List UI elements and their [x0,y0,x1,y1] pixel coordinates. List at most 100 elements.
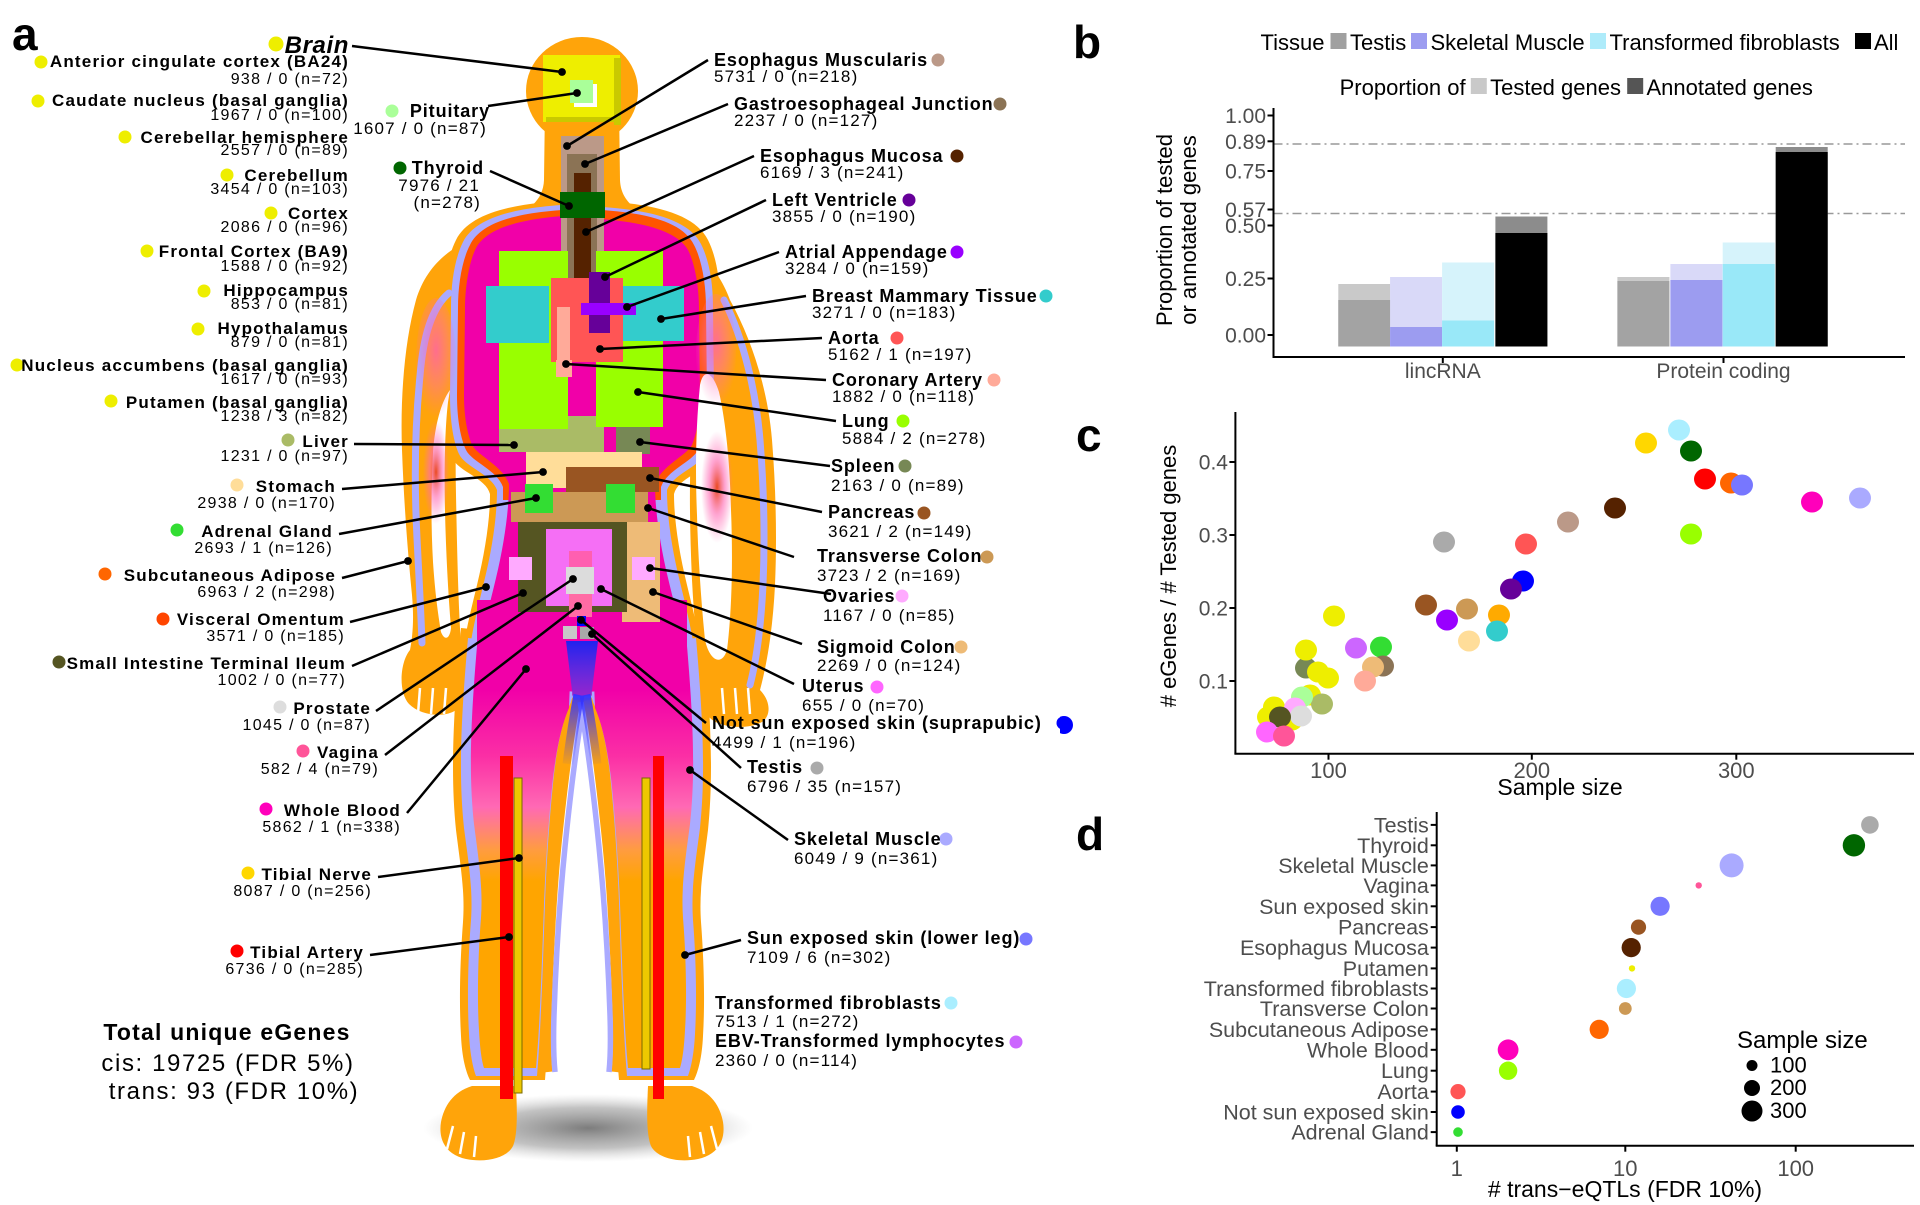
svg-text:Not sun exposed skin (suprapub: Not sun exposed skin (suprapubic) [712,713,1042,733]
svg-text:Subcutaneous Adipose: Subcutaneous Adipose [124,566,336,585]
svg-text:2938 / 0 (n=170): 2938 / 0 (n=170) [197,495,336,512]
svg-text:Aorta: Aorta [1377,1080,1428,1104]
svg-text:Testis: Testis [747,757,803,777]
svg-text:Adrenal Gland: Adrenal Gland [1291,1121,1428,1145]
svg-text:938 / 0 (n=72): 938 / 0 (n=72) [231,71,349,88]
svg-text:1.00: 1.00 [1225,105,1266,128]
svg-text:0.00: 0.00 [1225,325,1266,348]
svg-text:Prostate: Prostate [293,699,371,718]
svg-text:Uterus: Uterus [802,676,864,696]
svg-text:1882 / 0 (n=118): 1882 / 0 (n=118) [832,387,975,406]
svg-text:2269 / 0 (n=124): 2269 / 0 (n=124) [817,656,961,675]
svg-text:6736 / 0 (n=285): 6736 / 0 (n=285) [225,961,364,978]
svg-text:Tibial Artery: Tibial Artery [250,943,364,962]
svg-text:655 / 0 (n=70): 655 / 0 (n=70) [802,696,925,715]
svg-text:582 / 4 (n=79): 582 / 4 (n=79) [261,761,379,778]
svg-text:Transformed fibroblasts: Transformed fibroblasts [715,993,942,1013]
svg-text:Transverse Colon: Transverse Colon [817,546,982,566]
svg-text:0.3: 0.3 [1199,525,1228,548]
svg-text:Spleen: Spleen [831,456,895,476]
svg-text:Sample size: Sample size [1737,1027,1868,1054]
svg-text:6049 / 9 (n=361): 6049 / 9 (n=361) [794,849,938,868]
svg-text:879 / 0 (n=81): 879 / 0 (n=81) [231,334,349,351]
svg-text:3571 / 0 (n=185): 3571 / 0 (n=185) [206,628,345,645]
svg-text:# eGenes / # Tested genes: # eGenes / # Tested genes [1156,445,1181,708]
svg-text:Sigmoid Colon: Sigmoid Colon [817,637,956,657]
svg-text:2237 / 0 (n=127): 2237 / 0 (n=127) [734,111,878,130]
svg-text:Protein coding: Protein coding [1656,360,1790,383]
svg-text:Hypothalamus: Hypothalamus [217,319,349,338]
svg-text:5731 / 0 (n=218): 5731 / 0 (n=218) [714,67,858,86]
svg-text:Thyroid: Thyroid [412,158,484,178]
svg-text:Sample size: Sample size [1497,774,1622,800]
svg-text:Putamen (basal ganglia): Putamen (basal ganglia) [126,393,349,412]
svg-text:Small Intestine Terminal Ileum: Small Intestine Terminal Ileum [67,654,346,673]
svg-text:Pancreas: Pancreas [1338,916,1429,940]
svg-text:Atrial Appendage: Atrial Appendage [785,242,948,262]
svg-text:or annotated genes: or annotated genes [1176,135,1201,325]
svg-text:3454 / 0 (n=103): 3454 / 0 (n=103) [210,181,349,198]
svg-text:All: All [1874,30,1898,55]
svg-text:EBV-Transformed lymphocytes: EBV-Transformed lymphocytes [715,1031,1005,1051]
svg-text:1045 / 0 (n=87): 1045 / 0 (n=87) [243,717,371,734]
svg-text:2693 / 1 (n=126): 2693 / 1 (n=126) [194,540,333,557]
svg-text:(n=278): (n=278) [414,193,481,212]
svg-text:Visceral Omentum: Visceral Omentum [177,610,345,629]
svg-text:1588 / 0 (n=92): 1588 / 0 (n=92) [221,258,349,275]
svg-text:Putamen: Putamen [1343,957,1429,981]
svg-text:trans: 93 (FDR 10%): trans: 93 (FDR 10%) [109,1078,359,1105]
svg-text:Annotated genes: Annotated genes [1647,75,1813,100]
svg-text:c: c [1076,409,1102,461]
svg-text:Proportion of tested: Proportion of tested [1152,134,1177,326]
svg-text:0.50: 0.50 [1225,215,1266,238]
svg-text:Hippocampus: Hippocampus [223,281,349,300]
svg-text:5162 / 1 (n=197): 5162 / 1 (n=197) [828,345,972,364]
svg-text:100: 100 [1770,1053,1807,1078]
svg-text:Whole Blood: Whole Blood [284,801,401,820]
svg-text:Gastroesophageal Junction: Gastroesophageal Junction [734,94,994,114]
svg-text:Skeletal Muscle: Skeletal Muscle [1278,854,1429,878]
svg-text:Proportion of: Proportion of [1340,75,1467,100]
svg-text:b: b [1073,16,1101,68]
svg-text:1: 1 [1451,1156,1463,1181]
svg-text:Tibial Nerve: Tibial Nerve [262,865,372,884]
svg-text:Skeletal Muscle: Skeletal Muscle [794,829,942,849]
svg-text:Adrenal Gland: Adrenal Gland [201,522,333,541]
svg-text:Pancreas: Pancreas [828,502,915,522]
svg-text:2086 / 0 (n=96): 2086 / 0 (n=96) [221,219,349,236]
svg-text:cis: 19725 (FDR 5%): cis: 19725 (FDR 5%) [101,1050,354,1077]
svg-text:Esophagus Mucosa: Esophagus Mucosa [760,146,944,166]
svg-text:Lung: Lung [842,411,890,431]
svg-text:Aorta: Aorta [828,328,880,348]
svg-text:0.25: 0.25 [1225,268,1266,291]
svg-text:2360 / 0 (n=114): 2360 / 0 (n=114) [715,1051,858,1070]
svg-text:Cerebellum: Cerebellum [244,166,349,185]
svg-text:5884 / 2 (n=278): 5884 / 2 (n=278) [842,429,986,448]
svg-text:2163 / 0 (n=89): 2163 / 0 (n=89) [831,476,965,495]
svg-text:Cortex: Cortex [288,204,349,223]
svg-text:6963 / 2 (n=298): 6963 / 2 (n=298) [197,584,336,601]
svg-text:3621 / 2 (n=149): 3621 / 2 (n=149) [828,522,972,541]
svg-text:0.4: 0.4 [1199,452,1229,475]
svg-text:1167 / 0 (n=85): 1167 / 0 (n=85) [823,606,956,625]
svg-text:1231 / 0 (n=97): 1231 / 0 (n=97) [221,448,349,465]
svg-text:1607 / 0 (n=87): 1607 / 0 (n=87) [353,119,487,138]
svg-text:Skeletal Muscle: Skeletal Muscle [1431,30,1585,55]
svg-text:0.2: 0.2 [1199,598,1228,621]
svg-text:3855 / 0 (n=190): 3855 / 0 (n=190) [772,207,916,226]
svg-text:Liver: Liver [302,432,349,451]
svg-text:Esophagus Muscularis: Esophagus Muscularis [714,50,928,70]
svg-text:Ovaries: Ovaries [823,586,895,606]
svg-text:Brain: Brain [285,32,349,59]
svg-text:a: a [12,8,38,60]
svg-text:Tissue: Tissue [1261,30,1325,55]
svg-text:200: 200 [1513,758,1550,783]
svg-text:300: 300 [1718,758,1755,783]
svg-text:Anterior cingulate cortex (BA2: Anterior cingulate cortex (BA24) [50,52,349,71]
svg-text:Vagina: Vagina [1363,874,1428,898]
svg-text:6796 / 35 (n=157): 6796 / 35 (n=157) [747,777,902,796]
svg-text:Transformed fibroblasts: Transformed fibroblasts [1610,30,1840,55]
svg-text:0.1: 0.1 [1199,671,1228,694]
svg-text:1617 / 0 (n=93): 1617 / 0 (n=93) [221,371,349,388]
svg-text:1238 / 3 (n=82): 1238 / 3 (n=82) [221,408,349,425]
